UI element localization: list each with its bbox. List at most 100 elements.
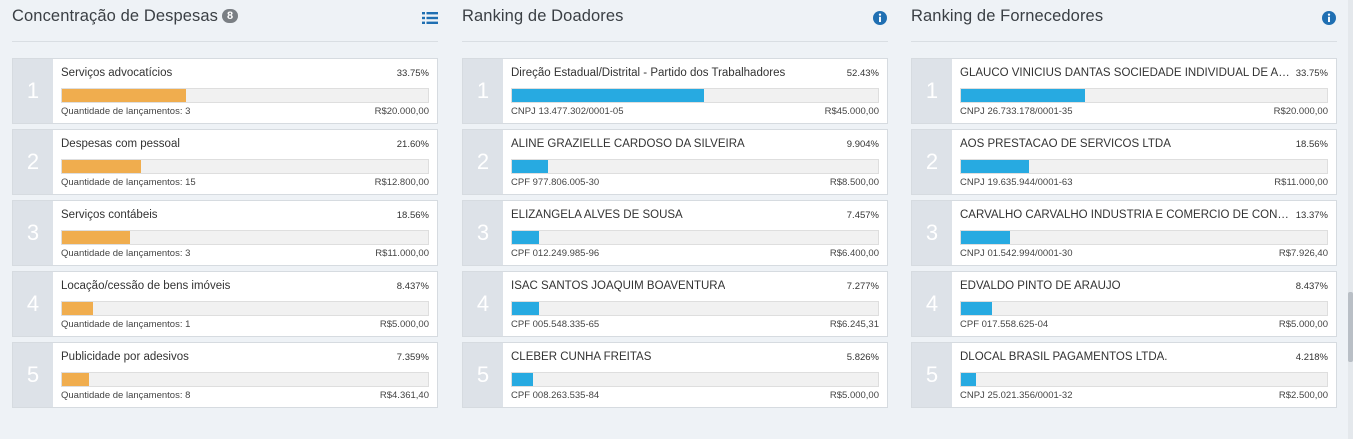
donor-percent: 7.277%	[846, 281, 879, 292]
supplier-document: CNPJ 19.635.944/0001-63	[960, 177, 1073, 188]
suppliers-panel: Ranking de Fornecedores 1 GLAUCO VINICIU…	[911, 0, 1337, 413]
rank-number: 4	[13, 272, 53, 336]
expense-row[interactable]: 5 Publicidade por adesivos 7.359% Quanti…	[12, 342, 438, 408]
expense-row[interactable]: 1 Serviços advocatícios 33.75% Quantidad…	[12, 58, 438, 124]
donor-value: R$6.400,00	[829, 248, 879, 259]
donor-value: R$8.500,00	[829, 177, 879, 188]
progress-fill	[512, 373, 534, 386]
donor-document: CNPJ 13.477.302/0001-05	[511, 106, 624, 117]
rank-number: 4	[463, 272, 503, 336]
suppliers-header: Ranking de Fornecedores	[911, 0, 1337, 42]
supplier-percent: 33.75%	[1295, 68, 1328, 79]
expense-row[interactable]: 4 Locação/cessão de bens imóveis 8.437% …	[12, 271, 438, 337]
expense-row[interactable]: 2 Despesas com pessoal 21.60% Quantidade…	[12, 129, 438, 195]
rank-number: 3	[912, 201, 952, 265]
donor-document: CPF 005.548.335-65	[511, 319, 600, 330]
progress-fill	[512, 89, 704, 102]
rank-number: 5	[912, 343, 952, 407]
supplier-percent: 18.56%	[1295, 139, 1328, 150]
rank-number: 3	[13, 201, 53, 265]
rank-number: 2	[912, 130, 952, 194]
donor-row[interactable]: 3 ELIZANGELA ALVES DE SOUSA 7.457% CPF 0…	[462, 200, 888, 266]
expense-percent: 8.437%	[396, 281, 429, 292]
entries-count: Quantidade de lançamentos: 15	[61, 177, 196, 188]
donor-percent: 52.43%	[846, 68, 879, 79]
expense-row[interactable]: 3 Serviços contábeis 18.56% Quantidade d…	[12, 200, 438, 266]
entries-count: Quantidade de lançamentos: 1	[61, 319, 191, 330]
expenses-count-badge: 8	[222, 9, 239, 23]
progress-fill	[961, 373, 977, 386]
donor-row[interactable]: 1 Direção Estadual/Distrital - Partido d…	[462, 58, 888, 124]
info-icon[interactable]	[873, 11, 887, 25]
supplier-document: CNPJ 25.021.356/0001-32	[960, 390, 1073, 401]
expenses-panel: Concentração de Despesas 8 1 Serviços adv…	[12, 0, 438, 413]
progress-fill	[62, 160, 142, 173]
supplier-value: R$20.000,00	[1273, 106, 1328, 117]
scrollbar-thumb[interactable]	[1348, 292, 1353, 362]
progress-track	[960, 159, 1328, 174]
entries-count: Quantidade de lançamentos: 3	[61, 248, 191, 259]
expense-value: R$5.000,00	[379, 319, 429, 330]
donor-row[interactable]: 5 CLEBER CUNHA FREITAS 5.826% CPF 008.26…	[462, 342, 888, 408]
list-icon[interactable]	[422, 10, 438, 26]
donor-document: CPF 012.249.985-96	[511, 248, 600, 259]
expense-percent: 21.60%	[396, 139, 429, 150]
progress-fill	[961, 231, 1010, 244]
donor-document: CPF 977.806.005-30	[511, 177, 600, 188]
rank-number: 1	[463, 59, 503, 123]
expenses-list: 1 Serviços advocatícios 33.75% Quantidad…	[12, 58, 438, 408]
donor-name: ALINE GRAZIELLE CARDOSO DA SILVEIRA	[511, 138, 745, 150]
supplier-row[interactable]: 4 EDVALDO PINTO DE ARAUJO 8.437% CPF 017…	[911, 271, 1337, 337]
donor-row[interactable]: 2 ALINE GRAZIELLE CARDOSO DA SILVEIRA 9.…	[462, 129, 888, 195]
progress-fill	[961, 160, 1029, 173]
supplier-value: R$5.000,00	[1278, 319, 1328, 330]
progress-track	[511, 230, 879, 245]
progress-track	[511, 159, 879, 174]
supplier-name: CARVALHO CARVALHO INDUSTRIA E COMERCIO D…	[960, 209, 1290, 221]
suppliers-list: 1 GLAUCO VINICIUS DANTAS SOCIEDADE INDIV…	[911, 58, 1337, 408]
rank-number: 1	[912, 59, 952, 123]
donors-panel: Ranking de Doadores 1 Direção Estadual/D…	[462, 0, 888, 413]
supplier-row[interactable]: 3 CARVALHO CARVALHO INDUSTRIA E COMERCIO…	[911, 200, 1337, 266]
rank-number: 5	[13, 343, 53, 407]
supplier-row[interactable]: 2 AOS PRESTACAO DE SERVICOS LTDA 18.56% …	[911, 129, 1337, 195]
donors-title: Ranking de Doadores	[462, 7, 624, 25]
donor-row[interactable]: 4 ISAC SANTOS JOAQUIM BOAVENTURA 7.277% …	[462, 271, 888, 337]
expense-name: Serviços contábeis	[61, 209, 158, 221]
supplier-name: GLAUCO VINICIUS DANTAS SOCIEDADE INDIVID…	[960, 67, 1290, 79]
supplier-row[interactable]: 5 DLOCAL BRASIL PAGAMENTOS LTDA. 4.218% …	[911, 342, 1337, 408]
expense-name: Locação/cessão de bens imóveis	[61, 280, 231, 292]
progress-track	[61, 88, 429, 103]
supplier-row[interactable]: 1 GLAUCO VINICIUS DANTAS SOCIEDADE INDIV…	[911, 58, 1337, 124]
progress-fill	[512, 302, 539, 315]
supplier-percent: 4.218%	[1295, 352, 1328, 363]
entries-count: Quantidade de lançamentos: 8	[61, 390, 191, 401]
expense-percent: 18.56%	[396, 210, 429, 221]
expense-value: R$4.361,40	[379, 390, 429, 401]
expense-name: Publicidade por adesivos	[61, 351, 189, 363]
donor-name: ELIZANGELA ALVES DE SOUSA	[511, 209, 683, 221]
supplier-value: R$11.000,00	[1274, 177, 1328, 188]
progress-fill	[62, 231, 130, 244]
progress-track	[61, 159, 429, 174]
progress-track	[960, 230, 1328, 245]
expense-percent: 33.75%	[396, 68, 429, 79]
donor-percent: 5.826%	[846, 352, 879, 363]
progress-fill	[62, 302, 93, 315]
supplier-value: R$2.500,00	[1278, 390, 1328, 401]
supplier-document: CNPJ 01.542.994/0001-30	[960, 248, 1073, 259]
rank-number: 2	[463, 130, 503, 194]
progress-fill	[961, 302, 992, 315]
scrollbar-track[interactable]	[1348, 0, 1353, 439]
supplier-percent: 8.437%	[1295, 281, 1328, 292]
info-icon[interactable]	[1322, 11, 1336, 25]
expense-percent: 7.359%	[396, 352, 429, 363]
progress-track	[61, 372, 429, 387]
supplier-document: CPF 017.558.625-04	[960, 319, 1049, 330]
supplier-value: R$7.926,40	[1278, 248, 1328, 259]
progress-fill	[512, 160, 549, 173]
entries-count: Quantidade de lançamentos: 3	[61, 106, 191, 117]
rank-number: 4	[912, 272, 952, 336]
donor-name: ISAC SANTOS JOAQUIM BOAVENTURA	[511, 280, 726, 292]
progress-track	[960, 88, 1328, 103]
